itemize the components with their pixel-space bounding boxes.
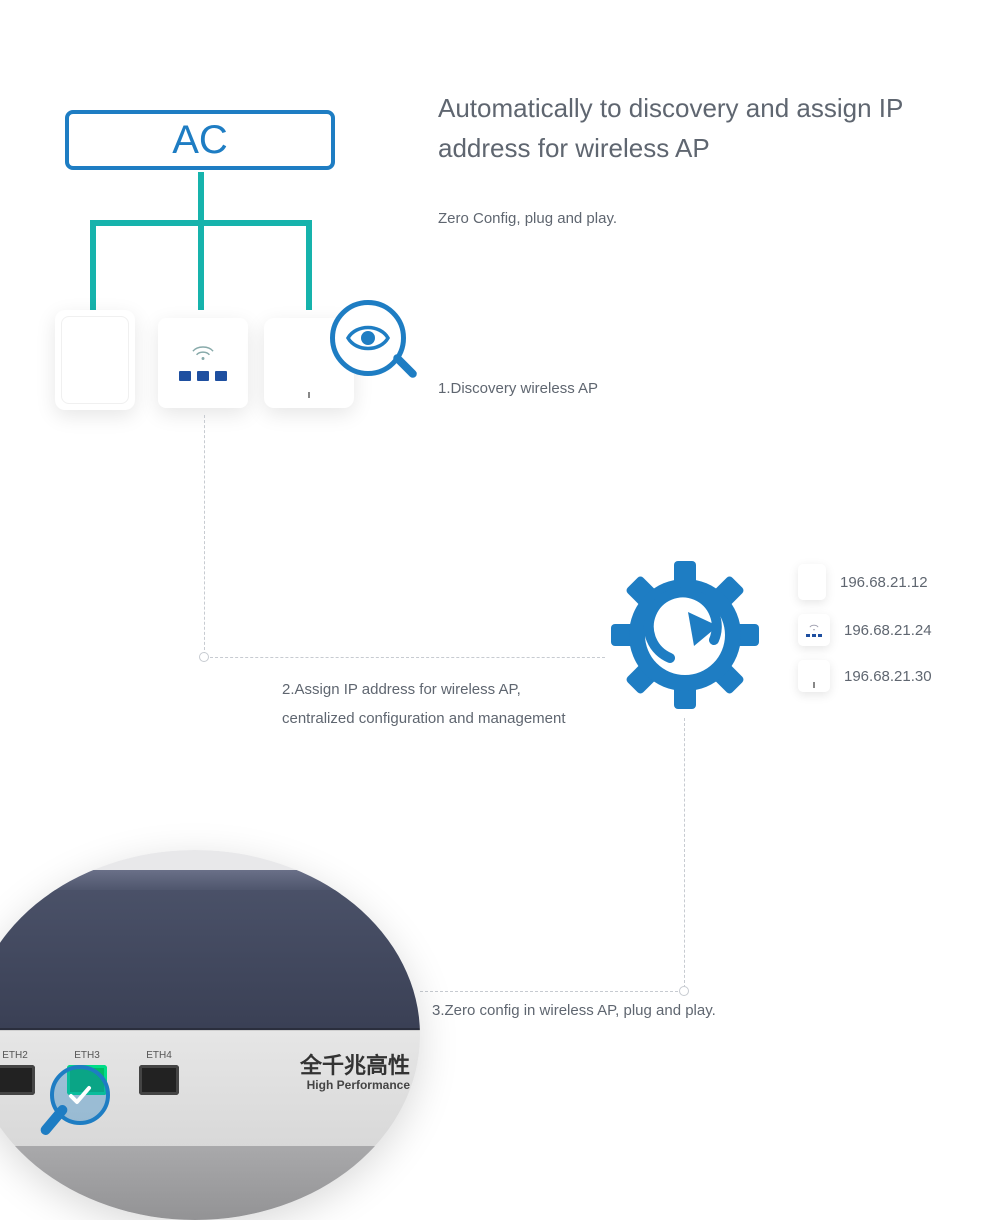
check-magnifier-icon: [50, 1065, 110, 1125]
dotted-line-v1: [204, 415, 205, 655]
step2-label: 2.Assign IP address for wireless AP, cen…: [282, 676, 642, 733]
check-icon: [65, 1080, 95, 1110]
ip-row-1: 196.68.21.12: [798, 564, 978, 600]
ap-device-2: [158, 318, 248, 408]
step2-line2: centralized configuration and management: [282, 705, 642, 734]
step1-label: 1.Discovery wireless AP: [438, 380, 598, 397]
gear-share-icon: [610, 560, 760, 710]
ip-row-3: 196.68.21.30: [798, 660, 978, 692]
router-image: ETH2 ETH3 ETH4 全千兆高性 High Performance: [0, 850, 420, 1220]
ip-1: 196.68.21.12: [840, 574, 928, 591]
dotted-line-h2: [420, 991, 678, 992]
eth2-label: ETH2: [2, 1050, 28, 1061]
eth-ports-icon: [179, 371, 227, 381]
connector-drop-3: [306, 220, 312, 310]
eye-icon: [346, 324, 390, 352]
ip-2: 196.68.21.24: [844, 622, 932, 639]
connector-vert: [198, 172, 204, 222]
eth3-label: ETH3: [74, 1050, 100, 1061]
connector-drop-1: [90, 220, 96, 310]
ip-list: 196.68.21.12 196.68.21.24 196.68.21.30: [798, 564, 978, 692]
router-subtitle: High Performance: [307, 1078, 410, 1092]
eth4-label: ETH4: [146, 1050, 172, 1061]
eth2-port: ETH2: [0, 1050, 40, 1095]
dotted-line-v2: [684, 718, 685, 988]
subhead: Zero Config, plug and play.: [438, 210, 617, 227]
connector-drop-2: [198, 220, 204, 310]
dotted-line-h1: [210, 657, 605, 658]
step3-label: 3.Zero config in wireless AP, plug and p…: [432, 1002, 716, 1019]
ap-mini-2-icon: [798, 614, 830, 646]
ap-mini-1-icon: [798, 564, 826, 600]
ap-mini-3-icon: [798, 660, 830, 692]
ip-row-2: 196.68.21.24: [798, 614, 978, 646]
router-title-cn: 全千兆高性: [300, 1048, 410, 1080]
eth4-port: ETH4: [134, 1050, 184, 1095]
step2-line1: 2.Assign IP address for wireless AP,: [282, 676, 642, 705]
ac-label: AC: [172, 118, 228, 163]
wifi-icon: [192, 345, 214, 361]
node-dot-2: [679, 986, 689, 996]
ac-box: AC: [65, 110, 335, 170]
ap-device-1: [55, 310, 135, 410]
discovery-magnifier-icon: [330, 300, 420, 390]
ip-3: 196.68.21.30: [844, 668, 932, 685]
node-dot-1: [199, 652, 209, 662]
headline: Automatically to discovery and assign IP…: [438, 88, 958, 169]
